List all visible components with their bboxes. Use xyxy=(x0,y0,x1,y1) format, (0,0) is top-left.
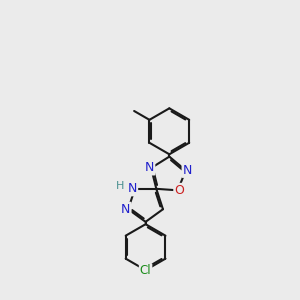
Text: H: H xyxy=(116,182,124,191)
Text: N: N xyxy=(182,164,192,177)
Text: N: N xyxy=(128,182,137,195)
Text: Cl: Cl xyxy=(140,264,152,277)
Text: N: N xyxy=(121,203,130,216)
Text: N: N xyxy=(145,161,154,175)
Text: O: O xyxy=(174,184,184,197)
